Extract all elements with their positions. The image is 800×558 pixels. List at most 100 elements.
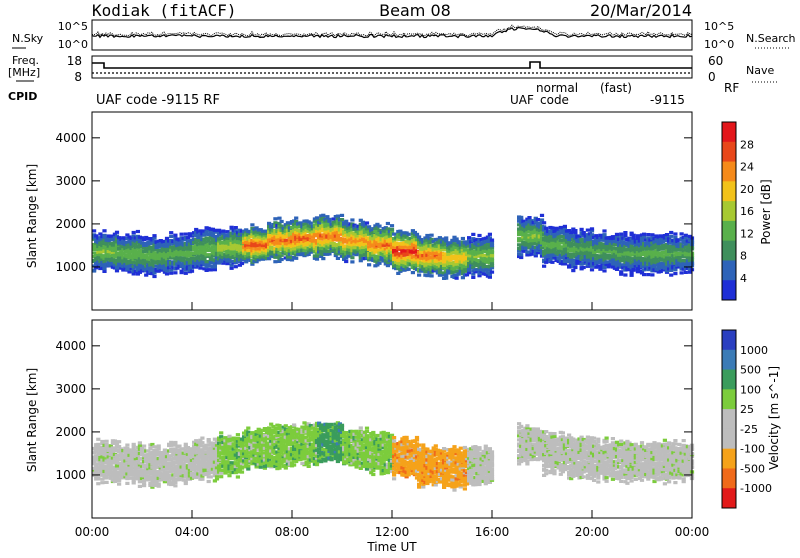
data-cell bbox=[650, 273, 654, 276]
data-cell bbox=[350, 256, 354, 259]
data-cell bbox=[321, 214, 325, 217]
data-cell bbox=[377, 262, 381, 265]
y-tick-label: 3000 bbox=[55, 174, 86, 188]
noise-tick-low-left: 10^0 bbox=[58, 38, 88, 51]
data-cell bbox=[407, 268, 411, 271]
data-cell bbox=[198, 229, 202, 232]
data-cell bbox=[490, 250, 494, 253]
colorbar-tick-label: 24 bbox=[740, 161, 754, 174]
data-cell bbox=[165, 272, 169, 275]
data-cell bbox=[200, 441, 204, 444]
data-cell bbox=[96, 443, 100, 446]
cpid-entry-7: RF bbox=[724, 81, 739, 95]
data-cell bbox=[96, 482, 100, 485]
data-cell bbox=[105, 440, 109, 443]
data-cell bbox=[471, 276, 475, 279]
data-cell bbox=[367, 263, 371, 266]
data-cell bbox=[100, 481, 104, 484]
data-cell bbox=[125, 444, 129, 447]
cpid-entry-4: code bbox=[540, 93, 569, 107]
data-cell bbox=[619, 270, 623, 273]
colorbar-swatch bbox=[722, 260, 736, 280]
data-cell bbox=[619, 233, 623, 236]
data-cell bbox=[425, 274, 429, 277]
data-cell bbox=[273, 260, 277, 263]
data-cell bbox=[680, 271, 684, 274]
data-cell bbox=[350, 218, 354, 221]
data-cell bbox=[636, 270, 640, 273]
data-cell bbox=[350, 260, 354, 263]
data-cell bbox=[157, 447, 161, 450]
data-cell bbox=[646, 233, 650, 236]
nave-tick-high: 60 bbox=[708, 54, 723, 68]
data-cell bbox=[96, 476, 100, 479]
data-cell bbox=[184, 272, 188, 275]
data-cell bbox=[138, 480, 142, 483]
data-cell bbox=[665, 233, 669, 236]
data-cell bbox=[542, 221, 546, 224]
colorbar-tick-label: 8 bbox=[740, 250, 747, 263]
nsky-label: N.Sky bbox=[12, 32, 44, 45]
data-cell bbox=[144, 274, 148, 277]
data-cell bbox=[169, 235, 173, 238]
data-cell bbox=[213, 263, 217, 266]
data-cell bbox=[209, 475, 213, 478]
data-cell bbox=[623, 234, 627, 237]
data-cell bbox=[550, 261, 554, 264]
data-cell bbox=[586, 229, 590, 232]
freq-unit: [MHz] bbox=[8, 66, 40, 79]
colorbar-tick-label: 16 bbox=[740, 205, 754, 218]
colorbar-tick-label: 28 bbox=[740, 138, 754, 151]
power-colorbar-label: Power [dB] bbox=[759, 179, 773, 244]
data-cell bbox=[582, 231, 586, 234]
data-cell bbox=[180, 233, 184, 236]
data-cell bbox=[425, 234, 429, 237]
data-cell bbox=[488, 276, 492, 279]
data-cell bbox=[246, 427, 250, 430]
noise-tick-low-right: 10^0 bbox=[704, 38, 734, 51]
data-cell bbox=[630, 274, 634, 277]
data-cell bbox=[236, 433, 240, 436]
data-cell bbox=[169, 231, 173, 234]
velocity-data-cells bbox=[92, 421, 694, 492]
data-cell bbox=[571, 269, 575, 272]
data-cell bbox=[298, 221, 302, 224]
data-cell bbox=[190, 270, 194, 273]
cpid-label: CPID bbox=[8, 90, 37, 103]
noise-tick-high-right: 10^5 bbox=[704, 20, 734, 33]
data-cell bbox=[213, 268, 217, 271]
power-data-cells bbox=[92, 214, 694, 280]
data-cell bbox=[542, 265, 546, 268]
y-tick-label: 2000 bbox=[55, 217, 86, 231]
data-cell bbox=[234, 265, 238, 268]
colorbar-swatch bbox=[722, 221, 736, 241]
data-cell bbox=[200, 437, 204, 440]
noise-tick-high-left: 10^5 bbox=[58, 20, 88, 33]
data-cell bbox=[365, 221, 369, 224]
data-cell bbox=[132, 231, 136, 234]
data-cell bbox=[200, 478, 204, 481]
data-cell bbox=[280, 258, 284, 261]
data-cell bbox=[669, 274, 673, 277]
data-cell bbox=[488, 233, 492, 236]
data-cell bbox=[105, 481, 109, 484]
data-cell bbox=[615, 233, 619, 236]
data-cell bbox=[309, 222, 313, 225]
data-cell bbox=[461, 237, 465, 240]
colorbar-swatch bbox=[722, 142, 736, 162]
data-cell bbox=[673, 272, 677, 275]
data-cell bbox=[455, 277, 459, 280]
nave-label: Nave bbox=[746, 64, 774, 77]
data-cell bbox=[582, 266, 586, 269]
data-cell bbox=[573, 266, 577, 269]
colorbar-swatch bbox=[722, 122, 736, 142]
data-cell bbox=[632, 234, 636, 237]
data-cell bbox=[113, 439, 117, 442]
data-cell bbox=[519, 256, 523, 259]
data-cell bbox=[519, 216, 523, 219]
data-cell bbox=[430, 234, 434, 237]
data-cell bbox=[438, 274, 442, 277]
data-cell bbox=[236, 475, 240, 478]
data-cell bbox=[669, 235, 673, 238]
